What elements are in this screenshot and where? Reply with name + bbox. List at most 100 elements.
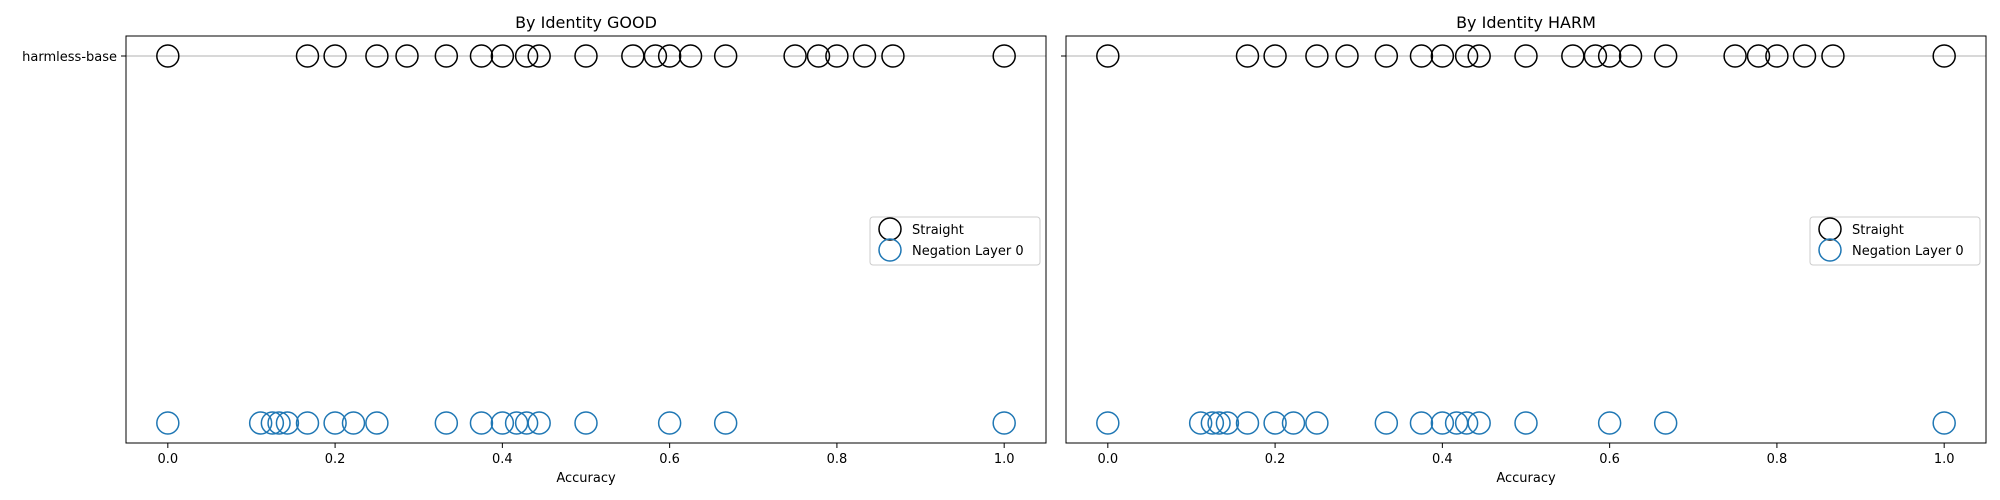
data-point-straight (1430, 44, 1455, 68)
data-point-negation-layer-0 (1653, 411, 1678, 435)
data-point-negation-layer-0 (1235, 411, 1260, 435)
data-point-negation-layer-0 (514, 411, 539, 435)
x-tick-label: 1.0 (994, 452, 1015, 467)
x-tick-label: 0.6 (1599, 452, 1620, 467)
data-point-straight (1583, 44, 1608, 68)
data-point-negation-layer-0 (1263, 411, 1287, 435)
data-point-negation-layer-0 (260, 411, 285, 435)
data-point-straight (1932, 44, 1956, 68)
data-point-straight (1746, 44, 1771, 68)
data-point-straight (1723, 44, 1747, 68)
data-point-straight (395, 44, 419, 68)
data-point-straight (657, 44, 682, 68)
data-point-negation-layer-0 (1932, 411, 1956, 435)
data-point-negation-layer-0 (527, 411, 551, 435)
data-point-straight (156, 44, 180, 68)
data-point-negation-layer-0 (365, 411, 389, 435)
data-point-straight (852, 44, 877, 68)
data-point-straight (574, 44, 598, 68)
data-point-negation-layer-0 (1096, 411, 1120, 435)
data-point-straight (434, 44, 459, 68)
legend-marker (878, 217, 902, 241)
x-tick-label: 0.0 (157, 452, 178, 467)
axes-frame (125, 35, 1047, 444)
data-point-straight (1263, 44, 1287, 68)
data-point-negation-layer-0 (295, 411, 320, 435)
x-tick-label: 0.8 (1767, 452, 1788, 467)
legend-label: Negation Layer 0 (912, 244, 1024, 259)
data-point-negation-layer-0 (1207, 411, 1231, 435)
legend-box (1809, 216, 1981, 266)
x-tick-label: 0.2 (1265, 452, 1286, 467)
chart-title: By Identity GOOD (515, 13, 657, 32)
data-point-negation-layer-0 (1514, 411, 1538, 435)
legend-box (869, 216, 1041, 266)
legend-marker (1818, 238, 1842, 262)
data-point-negation-layer-0 (1467, 411, 1491, 435)
data-point-straight (469, 44, 494, 68)
data-point-straight (825, 44, 849, 68)
data-point-straight (1514, 44, 1538, 68)
legend-label: Straight (912, 223, 964, 238)
data-point-straight (1765, 44, 1789, 68)
data-point-straight (514, 44, 539, 68)
data-point-straight (713, 44, 738, 68)
data-point-negation-layer-0 (341, 411, 366, 435)
legend-label: Straight (1852, 223, 1904, 238)
data-point-straight (1467, 44, 1491, 68)
data-point-straight (1335, 44, 1359, 68)
data-point-straight (1096, 44, 1120, 68)
x-tick-label: 0.8 (827, 452, 848, 467)
data-point-negation-layer-0 (490, 411, 515, 435)
data-point-negation-layer-0 (1200, 411, 1225, 435)
data-point-straight (490, 44, 515, 68)
data-point-straight (323, 44, 347, 68)
x-tick-label: 0.6 (659, 452, 680, 467)
legend-marker (878, 238, 902, 262)
data-point-straight (527, 44, 551, 68)
chart-title: By Identity HARM (1456, 13, 1596, 32)
data-point-negation-layer-0 (434, 411, 459, 435)
data-point-straight (1235, 44, 1260, 68)
data-point-straight (1618, 44, 1643, 68)
data-point-negation-layer-0 (1409, 411, 1434, 435)
data-point-negation-layer-0 (267, 411, 291, 435)
legend-label: Negation Layer 0 (1852, 244, 1964, 259)
x-tick-label: 1.0 (1934, 452, 1955, 467)
data-point-straight (295, 44, 320, 68)
y-tick-label: harmless-base (22, 50, 117, 65)
x-axis-label: Accuracy (1496, 471, 1556, 486)
data-point-straight (992, 44, 1016, 68)
x-axis-label: Accuracy (556, 471, 616, 486)
data-point-straight (678, 44, 703, 68)
data-point-straight (1409, 44, 1434, 68)
legend: Straight Negation Layer 0 (1809, 216, 1981, 266)
data-point-negation-layer-0 (1305, 411, 1329, 435)
data-point-negation-layer-0 (713, 411, 738, 435)
data-point-negation-layer-0 (1454, 411, 1479, 435)
data-point-straight (1305, 44, 1329, 68)
data-point-straight (1821, 44, 1845, 68)
data-point-straight (1374, 44, 1399, 68)
data-point-negation-layer-0 (1374, 411, 1399, 435)
chart-panel-2: 0.0 0.2 0.4 0.6 0.8 1.0 By Identity HARM Accura… (1061, 13, 1987, 486)
data-point-negation-layer-0 (248, 411, 273, 435)
data-point-negation-layer-0 (469, 411, 494, 435)
data-point-straight (1597, 44, 1622, 68)
data-point-negation-layer-0 (1188, 411, 1213, 435)
data-point-straight (1454, 44, 1479, 68)
data-point-straight (881, 44, 905, 68)
legend-marker (1818, 217, 1842, 241)
data-point-negation-layer-0 (1215, 411, 1240, 435)
x-tick-label: 0.0 (1097, 452, 1118, 467)
x-tick-label: 0.4 (492, 452, 513, 467)
data-point-straight (806, 44, 831, 68)
data-point-negation-layer-0 (1281, 411, 1306, 435)
data-point-negation-layer-0 (574, 411, 598, 435)
legend: Straight Negation Layer 0 (869, 216, 1041, 266)
data-point-negation-layer-0 (1430, 411, 1455, 435)
data-point-negation-layer-0 (657, 411, 682, 435)
data-point-negation-layer-0 (156, 411, 180, 435)
x-tick-label: 0.4 (1432, 452, 1453, 467)
